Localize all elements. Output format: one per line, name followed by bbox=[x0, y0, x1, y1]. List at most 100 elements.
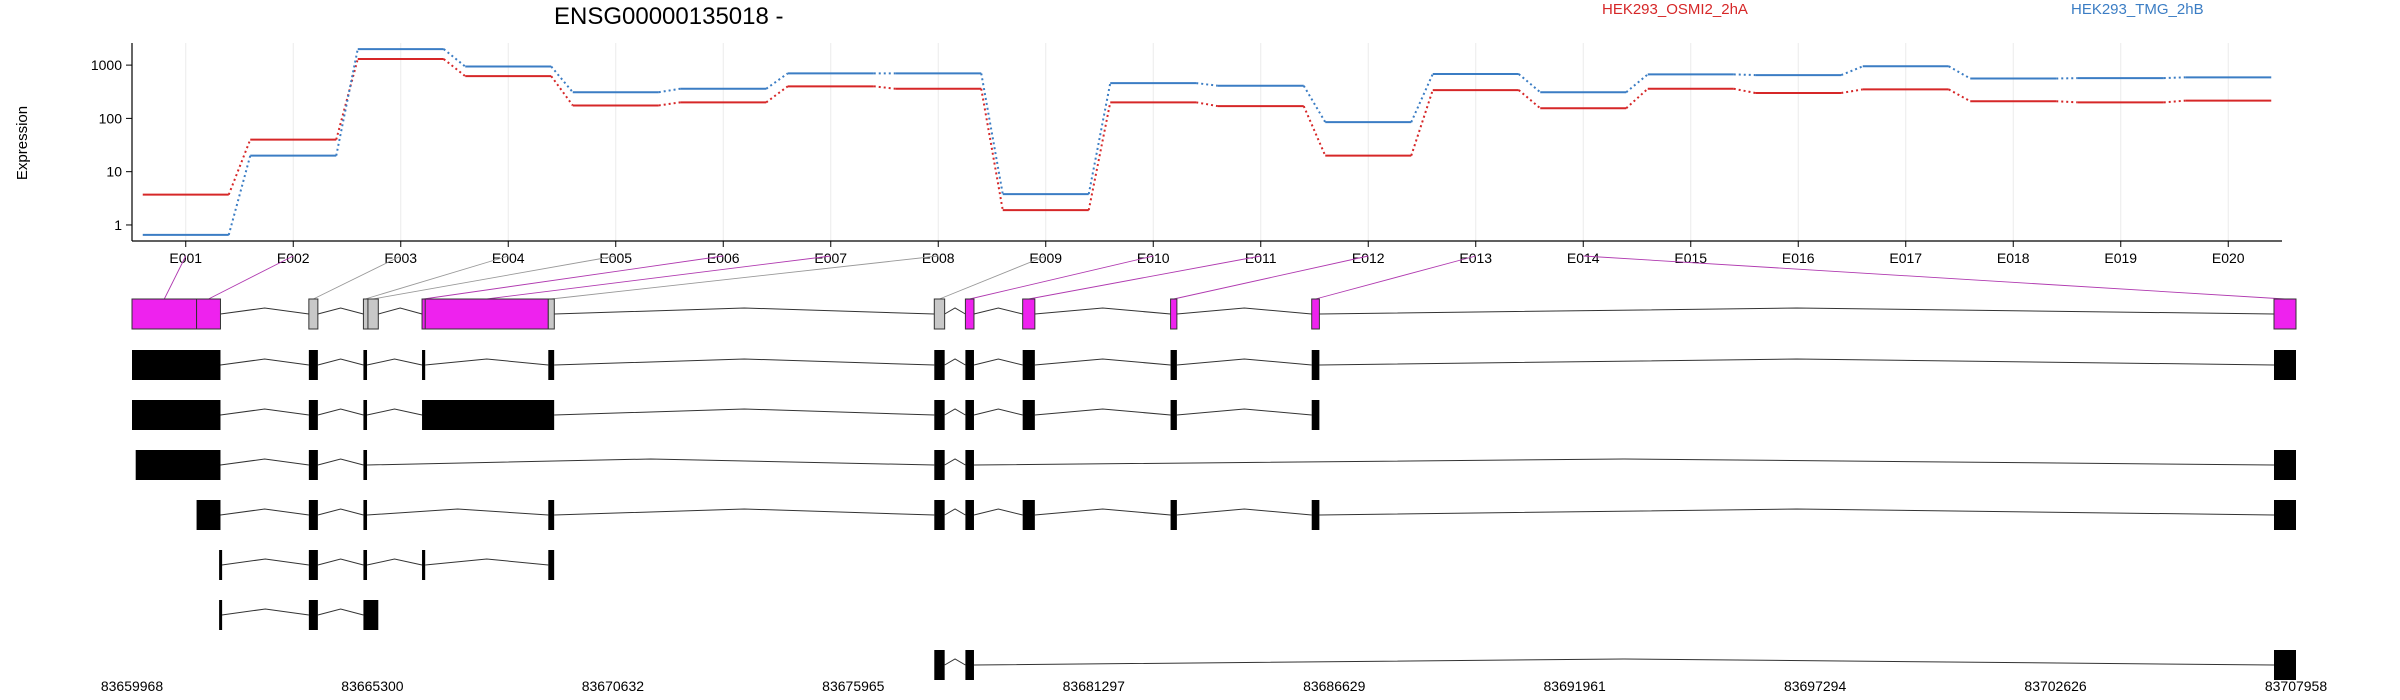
series-connector bbox=[335, 58, 359, 140]
transcript-intron bbox=[317, 508, 364, 516]
exon-connector bbox=[163, 255, 187, 300]
transcript-intron bbox=[366, 358, 423, 366]
transcript-intron bbox=[1034, 408, 1171, 416]
exon-connector bbox=[208, 255, 294, 300]
series-connector bbox=[550, 65, 574, 93]
transcript-exon bbox=[1311, 500, 1320, 530]
transcript-exon bbox=[308, 450, 318, 480]
transcript-intron bbox=[1176, 408, 1312, 416]
x-tick-label: E004 bbox=[492, 250, 525, 266]
transcript-intron bbox=[317, 358, 364, 366]
series-connector bbox=[1410, 89, 1434, 156]
transcript-intron bbox=[554, 408, 935, 416]
transcript-exon bbox=[132, 400, 221, 430]
exon-box bbox=[1311, 298, 1320, 330]
transcript-exon bbox=[363, 600, 379, 630]
transcript-exon bbox=[965, 400, 974, 430]
x-tick-label: E013 bbox=[1459, 250, 1492, 266]
exon-box bbox=[1170, 298, 1178, 330]
transcript-5 bbox=[219, 550, 555, 580]
transcript-exon bbox=[363, 350, 368, 380]
series-connector bbox=[1841, 88, 1863, 94]
transcript-exon bbox=[219, 550, 223, 580]
transcript-intron bbox=[973, 658, 2274, 666]
x-tick-label: E017 bbox=[1889, 250, 1922, 266]
exon-connector bbox=[969, 255, 1154, 300]
x-tick-label: E011 bbox=[1245, 250, 1277, 266]
intron-line bbox=[554, 307, 935, 315]
x-tick-label: E002 bbox=[277, 250, 310, 266]
x-tick-label: E012 bbox=[1352, 250, 1385, 266]
transcript-intron bbox=[220, 508, 309, 516]
transcript-intron bbox=[944, 508, 966, 516]
gene-model-track bbox=[131, 298, 2297, 330]
transcript-intron bbox=[973, 358, 1023, 366]
transcript-exon bbox=[363, 550, 368, 580]
intron-line bbox=[944, 307, 966, 315]
transcript-exon bbox=[2273, 350, 2296, 380]
series-connector bbox=[1196, 82, 1218, 87]
series-connector bbox=[1625, 73, 1649, 93]
expression-plot: 1 10 100 1000 E001 E002 E003 E004 E005 E006 E007 E0… bbox=[91, 43, 2282, 266]
transcript-intron bbox=[220, 458, 309, 466]
x-tick-label: E010 bbox=[1137, 250, 1170, 266]
transcript-exon bbox=[132, 350, 221, 380]
x-tick-label: E016 bbox=[1782, 250, 1815, 266]
x-tick-label: E009 bbox=[1029, 250, 1062, 266]
series-connector bbox=[1302, 85, 1327, 123]
x-tick-label: E014 bbox=[1567, 250, 1600, 266]
intron-line bbox=[220, 307, 309, 315]
legend-series-2: HEK293_TMG_2hB bbox=[2071, 1, 2204, 18]
transcript-exon bbox=[196, 500, 221, 530]
exon-connector bbox=[1173, 255, 1369, 300]
x-tick-label: E019 bbox=[2104, 250, 2137, 266]
transcript-intron bbox=[366, 558, 423, 566]
series-connector bbox=[2056, 100, 2078, 104]
intron-line bbox=[973, 307, 1023, 315]
transcript-tracks bbox=[132, 350, 2296, 680]
transcript-intron bbox=[220, 408, 309, 416]
transcript-intron bbox=[425, 358, 549, 366]
intron-line bbox=[1034, 307, 1171, 315]
transcript-intron bbox=[554, 508, 935, 516]
coordinate-label: 83691961 bbox=[1544, 678, 1607, 694]
transcript-intron bbox=[973, 458, 2274, 466]
transcript-exon bbox=[934, 450, 945, 480]
coordinate-label: 83659968 bbox=[101, 678, 164, 694]
exon-connector bbox=[939, 255, 1046, 300]
transcript-exon bbox=[1170, 500, 1177, 530]
transcript-intron bbox=[1034, 508, 1171, 516]
transcript-intron bbox=[366, 408, 423, 416]
transcript-exon bbox=[965, 650, 974, 680]
transcript-exon bbox=[1022, 350, 1035, 380]
coordinate-label: 83707958 bbox=[2265, 678, 2328, 694]
series-connector bbox=[1948, 65, 1971, 80]
transcript-exon bbox=[934, 400, 945, 430]
series-connector bbox=[1410, 73, 1434, 123]
exon-box bbox=[367, 298, 379, 330]
exon-connector bbox=[1583, 255, 2286, 300]
transcript-1 bbox=[132, 350, 2296, 380]
exon-connector bbox=[365, 255, 509, 300]
transcript-exon bbox=[308, 550, 318, 580]
transcript-exon bbox=[1311, 350, 1320, 380]
coordinate-label: 83675965 bbox=[822, 678, 885, 694]
y-tick-label: 100 bbox=[99, 110, 123, 126]
exon-box bbox=[2273, 298, 2297, 330]
exon-connector bbox=[313, 255, 401, 300]
y-axis-label: Expression bbox=[14, 106, 31, 180]
exon-box bbox=[1022, 298, 1036, 330]
transcript-exon bbox=[135, 450, 221, 480]
transcript-exon bbox=[1311, 400, 1320, 430]
transcript-exon bbox=[422, 350, 426, 380]
transcript-exon bbox=[363, 500, 368, 530]
y-tick-label: 10 bbox=[106, 164, 122, 180]
series-connector bbox=[335, 48, 359, 156]
y-tick-label: 1 bbox=[114, 217, 122, 233]
exon-box bbox=[933, 298, 946, 330]
series-connector bbox=[658, 101, 681, 107]
x-tick-label: E008 bbox=[922, 250, 955, 266]
exon-connector-lines bbox=[163, 255, 2286, 300]
x-tick-label: E007 bbox=[814, 250, 847, 266]
